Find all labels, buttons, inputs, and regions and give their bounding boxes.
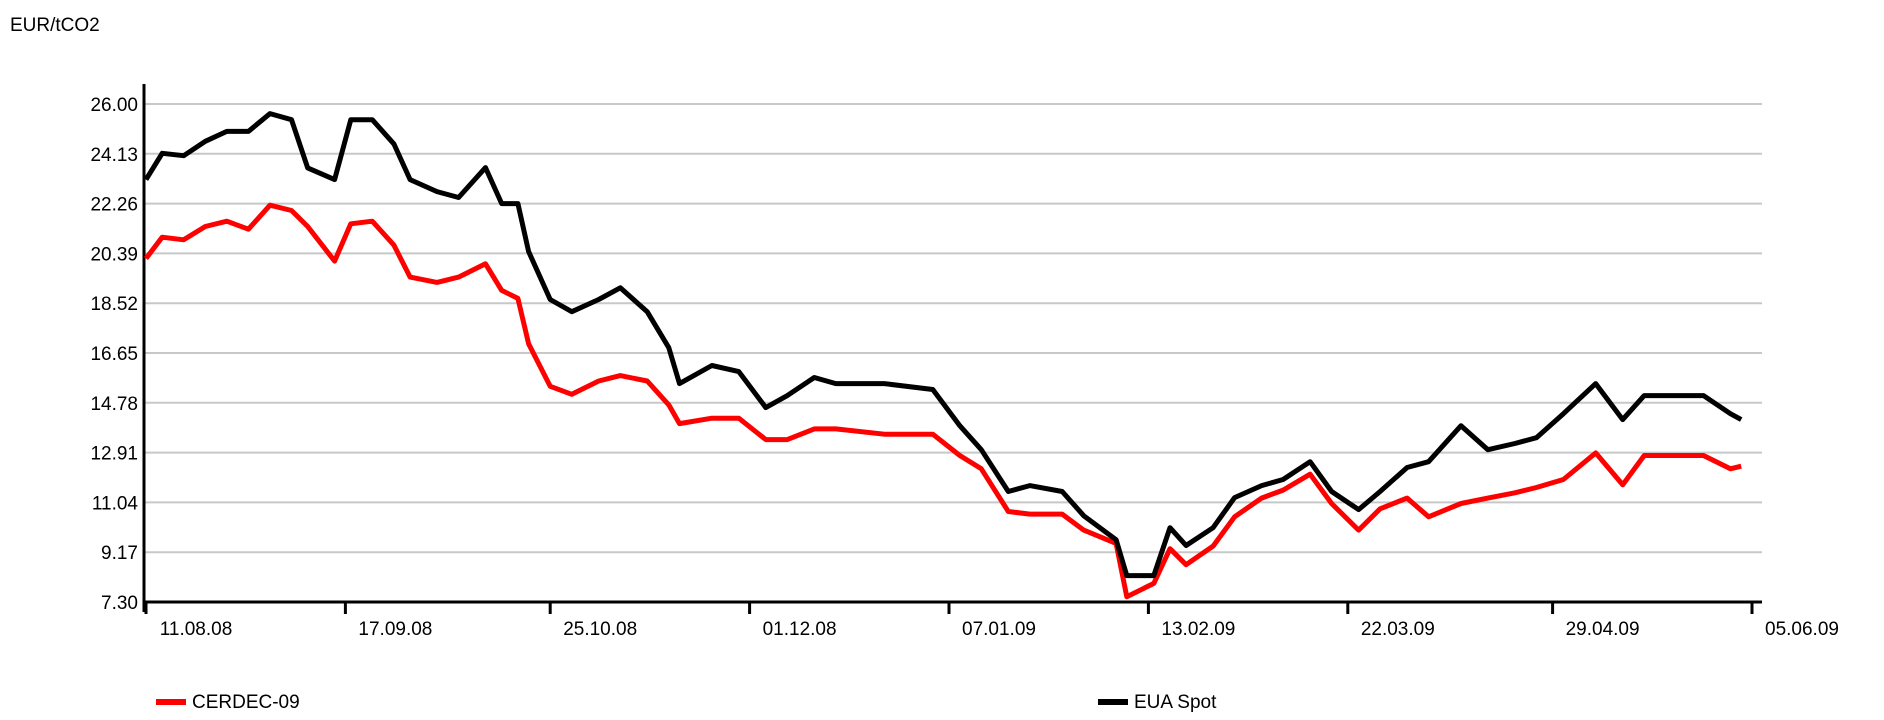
y-tick-label: 16.65 — [90, 344, 138, 365]
x-tick-label: 07.01.09 — [962, 619, 1036, 640]
x-tick-label: 29.04.09 — [1566, 619, 1640, 640]
y-tick-label: 12.91 — [90, 444, 138, 465]
x-tick-label: 11.08.08 — [160, 619, 233, 640]
legend-label: CERDEC-09 — [192, 692, 300, 713]
x-tick-label: 25.10.08 — [563, 619, 637, 640]
x-tick-label: 22.03.09 — [1361, 619, 1435, 640]
y-tick-label: 9.17 — [101, 543, 138, 564]
x-tick-label: 05.06.09 — [1765, 619, 1839, 640]
y-tick-label: 14.78 — [90, 394, 138, 415]
y-tick-label: 22.26 — [90, 195, 138, 216]
chart-title: EUR/tCO2 — [10, 15, 100, 36]
y-tick-label: 18.52 — [90, 294, 138, 315]
x-tick-label: 01.12.08 — [763, 619, 837, 640]
y-tick-label: 24.13 — [90, 145, 138, 166]
x-tick-label: 13.02.09 — [1161, 619, 1235, 640]
y-tick-label: 11.04 — [92, 493, 139, 514]
series-line — [143, 111, 1743, 579]
series-line — [144, 202, 1742, 600]
y-tick-label: 20.39 — [90, 244, 138, 265]
x-tick-label: 17.09.08 — [358, 619, 432, 640]
legend-label: EUA Spot — [1134, 692, 1217, 713]
y-tick-label: 26.00 — [90, 95, 138, 116]
y-tick-label: 7.30 — [101, 593, 138, 614]
